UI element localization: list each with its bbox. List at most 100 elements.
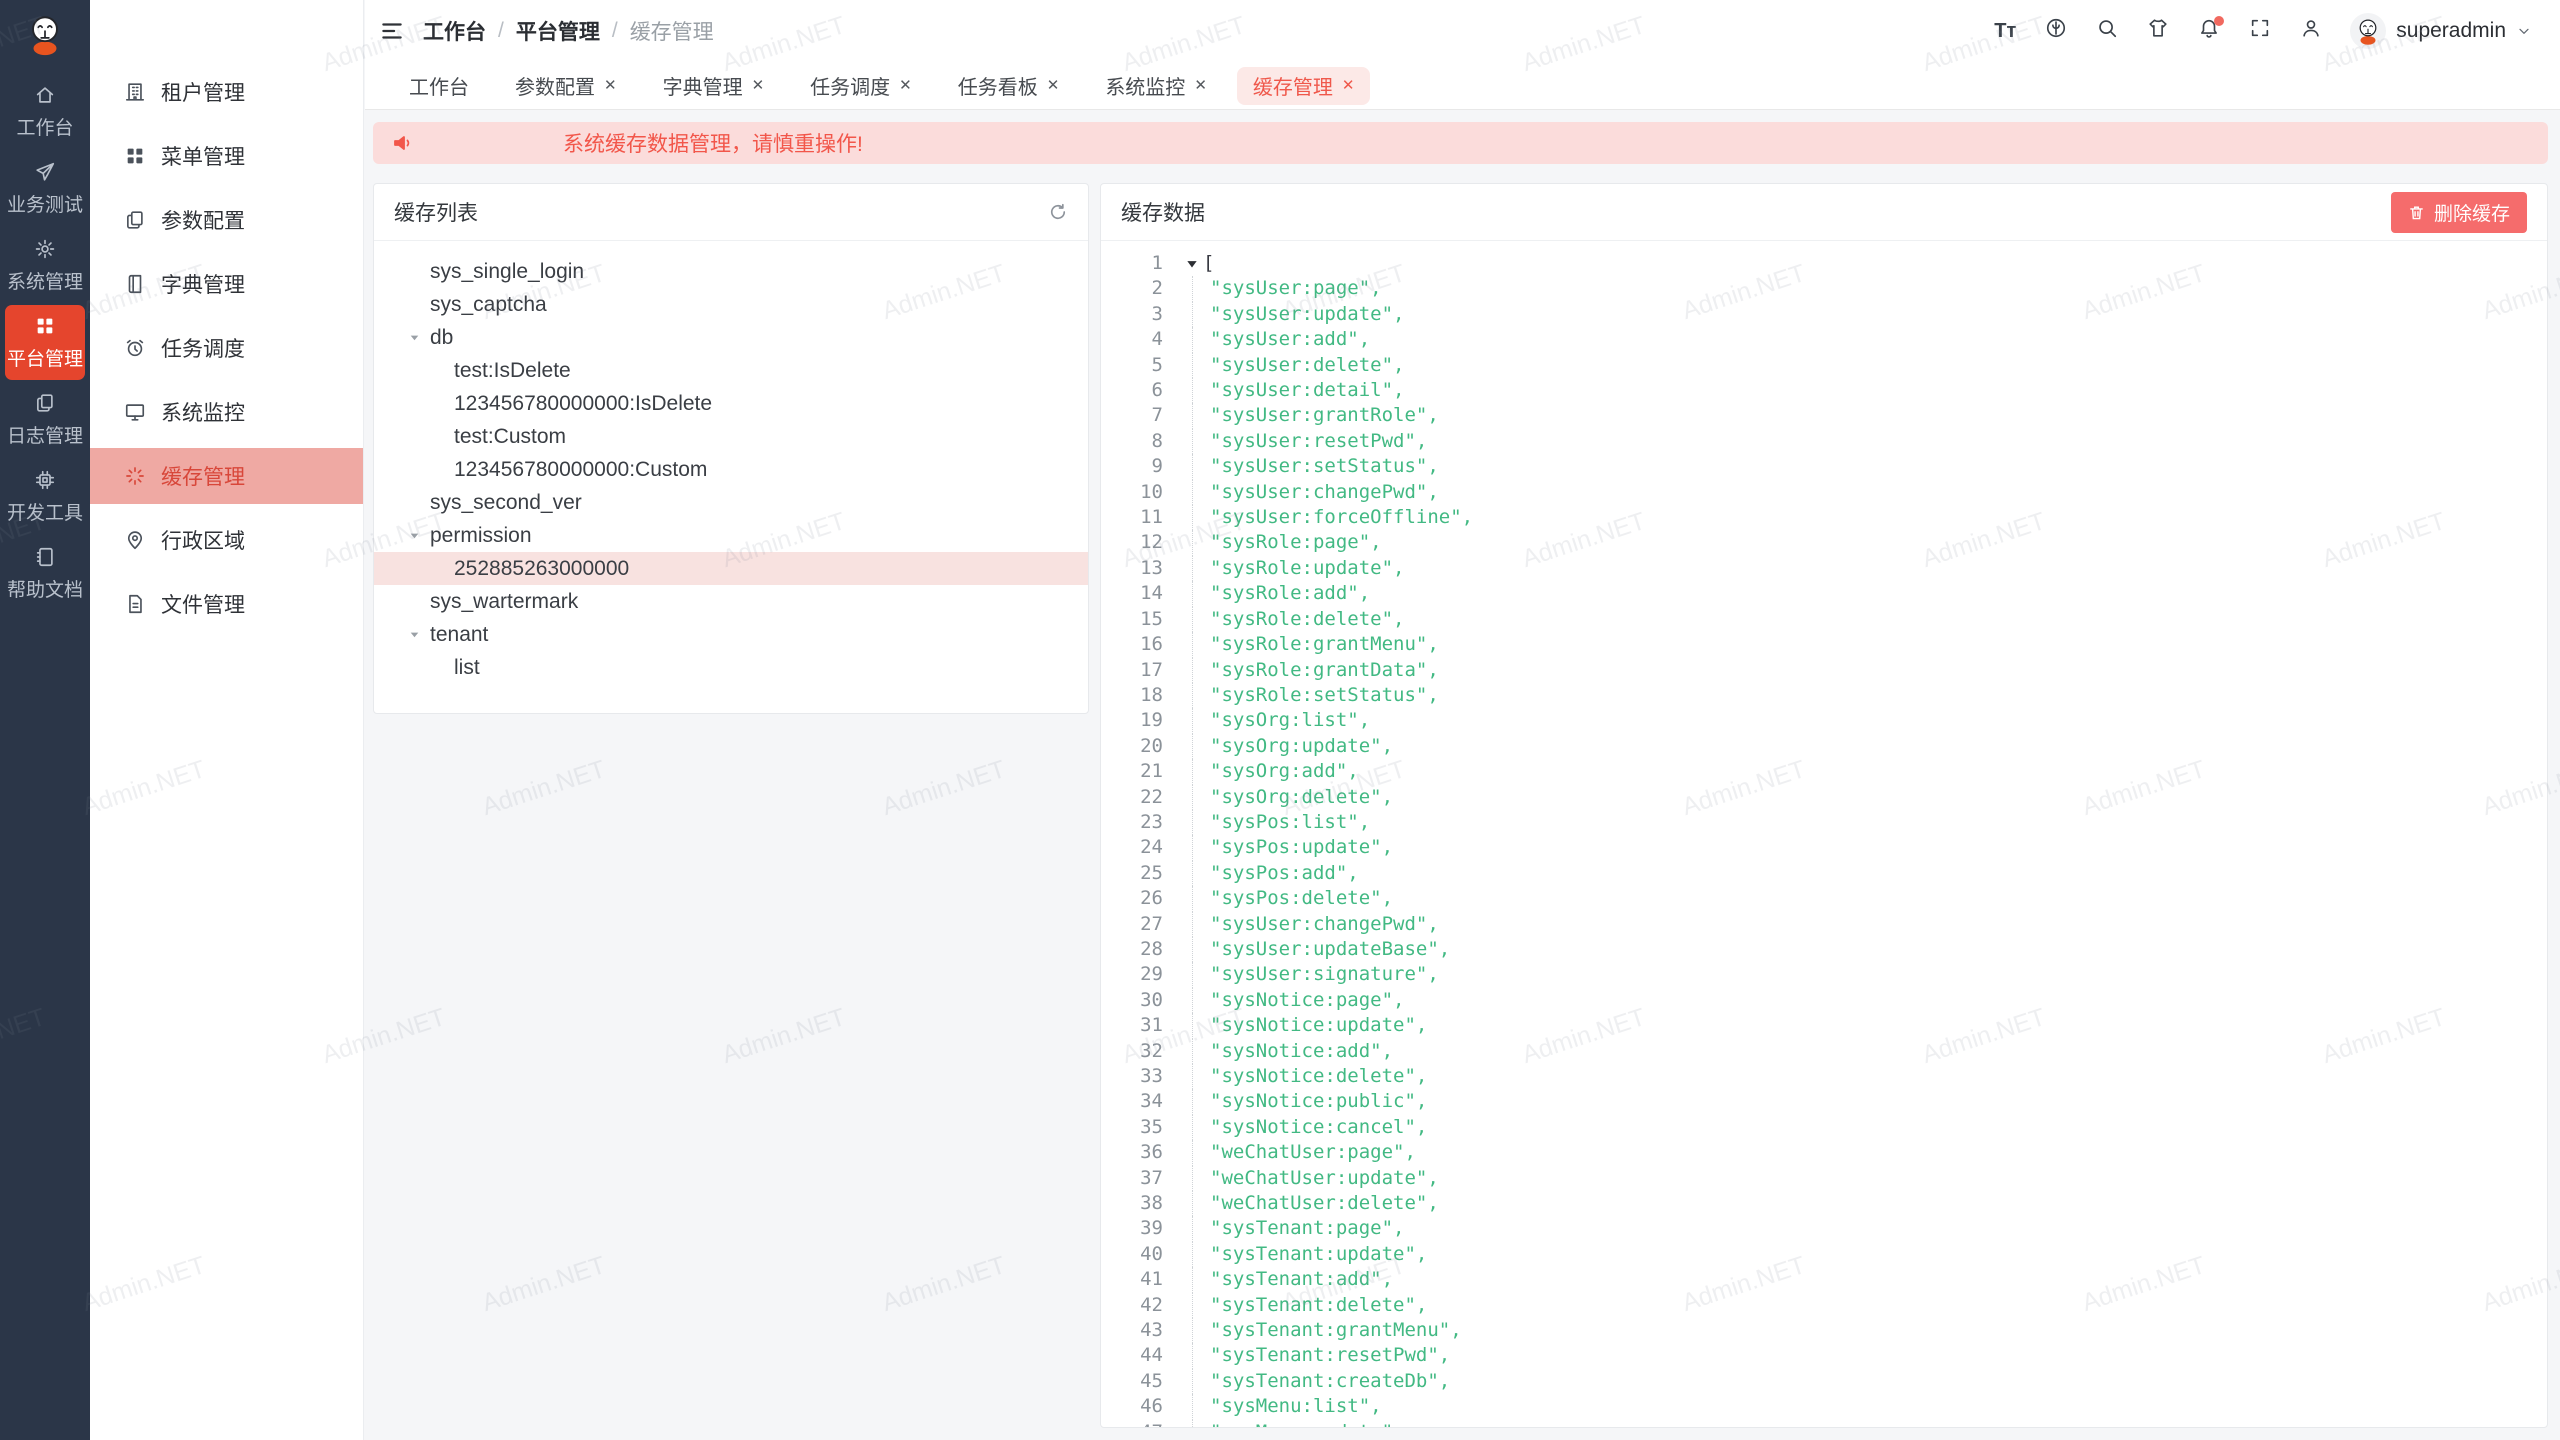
profile-button[interactable] <box>2299 19 2323 43</box>
tab-6[interactable]: 缓存管理 ✕ <box>1236 66 1371 105</box>
tree-node-5[interactable]: test:Custom <box>374 420 1088 453</box>
tree-node-label: sys_wartermark <box>430 589 579 613</box>
fullscreen-button[interactable] <box>2248 19 2272 43</box>
rail-item-3[interactable]: 平台管理 <box>5 305 85 380</box>
code-line-44: 44 "sysTenant:resetPwd", <box>1121 1343 2547 1369</box>
tree-node-0[interactable]: sys_single_login <box>374 255 1088 288</box>
line-number: 16 <box>1140 633 1163 656</box>
code-line-37: 37 "weChatUser:update", <box>1121 1165 2547 1192</box>
rail-item-1[interactable]: 业务测试 <box>5 151 85 226</box>
sidebar-item-4[interactable]: 任务调度 <box>90 320 363 376</box>
sidebar-item-2[interactable]: 参数配置 <box>90 192 363 248</box>
app-logo[interactable] <box>0 0 90 68</box>
code-line-17: 17 "sysRole:grantData", <box>1121 657 2547 683</box>
code-line-31: 31 "sysNotice:update", <box>1121 1013 2547 1039</box>
breadcrumb-item-1[interactable]: 平台管理 <box>515 21 600 44</box>
language-button[interactable] <box>2044 18 2068 43</box>
sidebar-item-label: 菜单管理 <box>161 146 245 169</box>
json-viewer[interactable]: 1[2 "sysUser:page", 3 "sysUser:update", 4 "sy… <box>1101 241 2547 1427</box>
json-root-bracket[interactable]: [ <box>1185 251 1214 276</box>
code-line-7: 7 "sysUser:grantRole", <box>1121 403 2547 429</box>
tab-1[interactable]: 参数配置 ✕ <box>499 67 633 105</box>
json-string-value: "sysUser:setStatus", <box>1192 454 1439 480</box>
json-string-value: "sysUser:grantRole", <box>1192 403 1439 429</box>
delete-cache-button[interactable]: 删除缓存 <box>2390 191 2527 233</box>
json-string-value: "sysNotice:add", <box>1192 1038 1393 1064</box>
code-line-5: 5 "sysUser:delete", <box>1121 352 2547 379</box>
tab-3[interactable]: 任务调度 ✕ <box>794 67 928 105</box>
tree-node-9[interactable]: 252885263000000 <box>374 552 1088 585</box>
tab-4[interactable]: 任务看板 ✕ <box>942 67 1076 105</box>
close-tab-icon[interactable]: ✕ <box>1046 77 1060 94</box>
notification-bell-button[interactable] <box>2197 16 2225 43</box>
tree-node-label: list <box>454 655 480 679</box>
tree-node-6[interactable]: 123456780000000:Custom <box>374 453 1088 486</box>
tree-node-4[interactable]: 123456780000000:IsDelete <box>374 387 1088 420</box>
breadcrumb-item-0[interactable]: 工作台 <box>423 21 486 44</box>
fold-caret-icon[interactable] <box>1185 257 1199 271</box>
close-tab-icon[interactable]: ✕ <box>604 77 617 94</box>
tree-node-label: db <box>430 325 454 349</box>
json-string-value: "sysPos:delete", <box>1192 886 1393 912</box>
code-line-3: 3 "sysUser:update", <box>1121 301 2547 328</box>
caret-down-icon[interactable] <box>408 628 430 641</box>
tree-node-8[interactable]: permission <box>374 519 1088 552</box>
rail-item-0[interactable]: 工作台 <box>5 74 85 149</box>
close-tab-icon[interactable]: ✕ <box>1194 77 1207 94</box>
theme-shirt-button[interactable] <box>2146 19 2170 43</box>
sidebar-item-6[interactable]: 缓存管理 <box>90 448 363 504</box>
tab-5[interactable]: 系统监控 ✕ <box>1089 67 1223 105</box>
tree-node-7[interactable]: sys_second_ver <box>374 486 1088 519</box>
code-line-11: 11 "sysUser:forceOffline", <box>1121 505 2547 531</box>
json-string-value: "sysMenu:update", <box>1192 1419 1404 1427</box>
user-menu[interactable]: superadmin <box>2350 13 2532 49</box>
line-number: 41 <box>1140 1268 1163 1291</box>
line-number: 13 <box>1140 556 1163 579</box>
close-tab-icon[interactable]: ✕ <box>751 77 765 94</box>
json-string-value: "sysRole:setStatus", <box>1192 682 1439 709</box>
code-line-33: 33 "sysNotice:delete", <box>1121 1064 2547 1090</box>
line-number: 23 <box>1140 810 1163 833</box>
tab-2[interactable]: 字典管理 ✕ <box>647 67 781 105</box>
code-line-25: 25 "sysPos:add", <box>1121 860 2547 887</box>
sidebar-item-1[interactable]: 菜单管理 <box>90 128 363 184</box>
code-line-8: 8 "sysUser:resetPwd", <box>1121 428 2547 455</box>
line-number: 14 <box>1140 582 1163 605</box>
sidebar-item-0[interactable]: 租户管理 <box>90 64 363 120</box>
line-number: 31 <box>1140 1014 1163 1037</box>
sidebar-item-3[interactable]: 字典管理 <box>90 256 363 312</box>
close-tab-icon[interactable]: ✕ <box>899 77 912 94</box>
sidebar-item-label: 租户管理 <box>161 82 245 105</box>
rail-item-6[interactable]: 帮助文档 <box>5 536 85 611</box>
caret-down-icon[interactable] <box>408 331 430 344</box>
json-string-value: "sysPos:add", <box>1192 860 1359 887</box>
notification-badge <box>2214 16 2225 26</box>
rail-item-5[interactable]: 开发工具 <box>5 459 85 534</box>
rail-item-label: 业务测试 <box>6 195 83 216</box>
tree-node-11[interactable]: tenant <box>374 618 1088 651</box>
tree-node-3[interactable]: test:IsDelete <box>374 354 1088 387</box>
line-number: 46 <box>1140 1395 1163 1418</box>
tree-node-1[interactable]: sys_captcha <box>374 288 1088 321</box>
json-string-value: "sysPos:list", <box>1192 809 1370 836</box>
rail-item-2[interactable]: 系统管理 <box>5 228 85 303</box>
sidebar-item-7[interactable]: 行政区域 <box>90 512 363 568</box>
tree-node-label: sys_single_login <box>430 259 585 283</box>
panels-row: 缓存列表 sys_single_login sys_captcha db test:I… <box>373 183 2548 1428</box>
tree-node-2[interactable]: db <box>374 321 1088 354</box>
sidebar-item-5[interactable]: 系统监控 <box>90 384 363 440</box>
refresh-icon[interactable] <box>1048 202 1068 222</box>
caret-down-icon[interactable] <box>408 529 430 542</box>
tab-0[interactable]: 工作台 <box>393 67 485 105</box>
font-size-icon[interactable]: Tᴛ <box>1994 19 2017 42</box>
line-number: 17 <box>1140 658 1163 681</box>
sidebar-item-8[interactable]: 文件管理 <box>90 576 363 632</box>
collapse-menu-icon[interactable] <box>379 18 405 44</box>
code-line-4: 4 "sysUser:add", <box>1121 327 2547 353</box>
tree-node-10[interactable]: sys_wartermark <box>374 585 1088 618</box>
close-tab-icon[interactable]: ✕ <box>1341 77 1355 94</box>
sidebar-item-label: 字典管理 <box>161 274 245 297</box>
tree-node-12[interactable]: list <box>374 651 1088 684</box>
rail-item-4[interactable]: 日志管理 <box>5 382 85 457</box>
search-button[interactable] <box>2095 19 2119 43</box>
